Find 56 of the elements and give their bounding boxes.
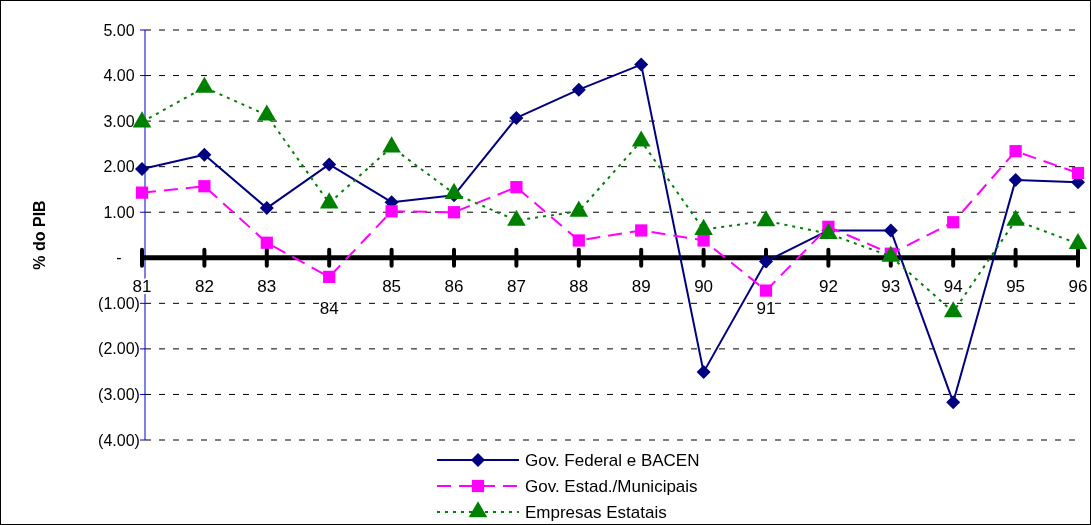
y-tick-label: (1.00) [98, 294, 140, 312]
x-tick-label: 91 [756, 298, 776, 318]
point [135, 161, 149, 176]
point [759, 254, 773, 269]
y-tick-label: - [116, 249, 122, 267]
x-tick-label: 88 [569, 276, 589, 296]
y-tick-label: (3.00) [98, 386, 140, 404]
point [634, 57, 649, 72]
x-tick-label: 82 [194, 276, 214, 296]
point [323, 270, 336, 284]
legend-label: Empresas Estatais [525, 502, 667, 522]
x-tick-label: 84 [319, 298, 339, 318]
point [385, 205, 398, 218]
x-tick-label: 86 [444, 276, 464, 296]
y-tick-label: (2.00) [98, 340, 140, 358]
x-tick-label: 93 [881, 276, 901, 296]
point [1009, 145, 1022, 158]
point [883, 223, 898, 238]
y-tick-label: 4.00 [103, 67, 135, 85]
x-tick-label: 85 [382, 276, 402, 296]
x-tick-label: 96 [1068, 276, 1088, 296]
point [510, 181, 523, 194]
y-tick-label: 3.00 [103, 112, 135, 130]
point [260, 236, 273, 249]
y-tick-label: 5.00 [103, 21, 135, 39]
point [135, 186, 149, 199]
point [571, 82, 586, 97]
x-tick-label: 92 [818, 276, 838, 296]
x-tick-label: 83 [257, 276, 277, 296]
x-tick-label: 94 [943, 276, 963, 296]
point [697, 234, 710, 247]
point [947, 216, 960, 229]
point [197, 147, 212, 162]
point [198, 180, 211, 193]
point [696, 365, 711, 380]
x-tick-label: 95 [1006, 276, 1026, 296]
point [322, 157, 337, 172]
x-tick-label: 90 [694, 276, 714, 296]
point [759, 284, 773, 297]
y-tick-label: 1.00 [103, 203, 135, 221]
point [946, 395, 961, 410]
point [1008, 172, 1023, 187]
point [1071, 166, 1085, 180]
x-tick-label: 89 [631, 276, 651, 296]
y-axis-title: % do PIB [31, 200, 48, 270]
x-tick-label: 87 [506, 276, 526, 296]
point [259, 201, 274, 216]
x-tick-label: 81 [132, 276, 152, 296]
legend-label: Gov. Federal e BACEN [525, 450, 700, 470]
y-tick-label: (4.00) [98, 431, 140, 449]
y-tick-label: 2.00 [103, 158, 135, 176]
point [572, 234, 585, 247]
point [509, 110, 524, 125]
point [635, 224, 648, 237]
point [447, 206, 461, 219]
legend-label: Gov. Estad./Municipais [525, 476, 698, 496]
